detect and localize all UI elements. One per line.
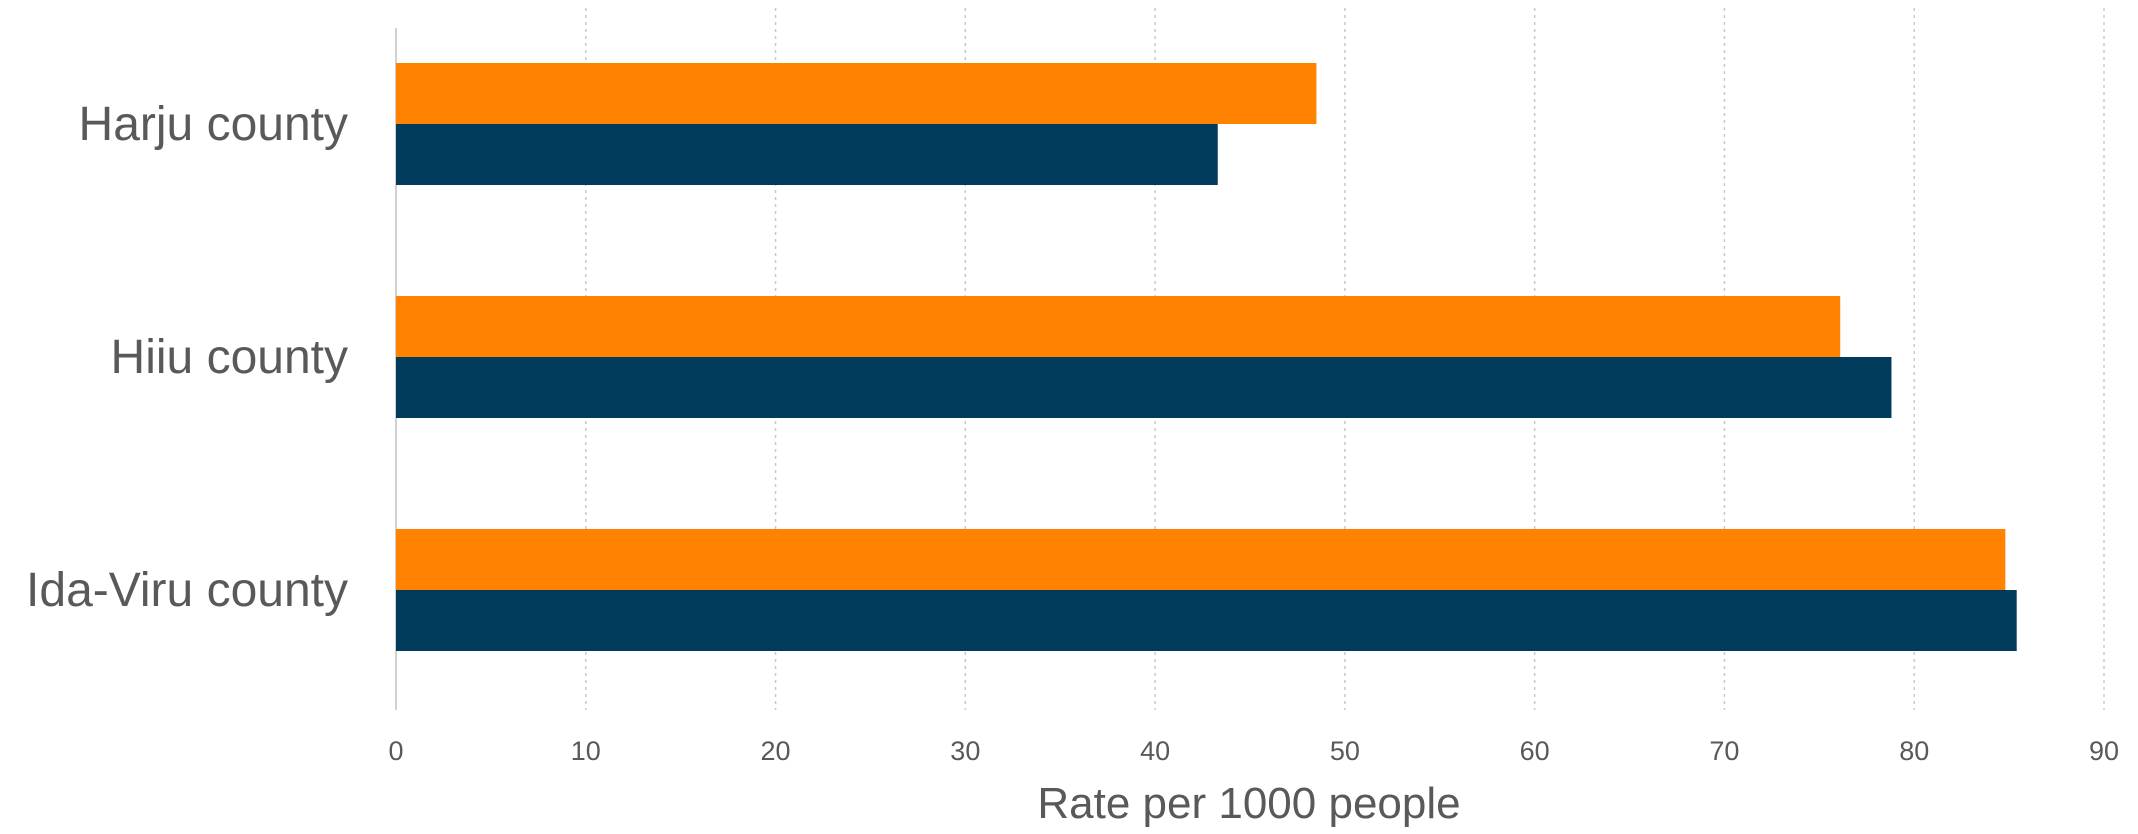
x-tick-label: 90 <box>2089 736 2119 766</box>
bar-series-2-hiiu-county <box>396 357 1892 418</box>
x-tick-label: 70 <box>1709 736 1739 766</box>
x-tick-label: 20 <box>761 736 791 766</box>
x-tick-label: 30 <box>950 736 980 766</box>
x-axis-title: Rate per 1000 people <box>1037 779 1460 828</box>
x-tick-label: 60 <box>1520 736 1550 766</box>
x-tick-label: 0 <box>388 736 403 766</box>
x-tick-label: 40 <box>1140 736 1170 766</box>
bar-series-1-ida-viru-county <box>396 529 2006 590</box>
x-tick-label: 50 <box>1330 736 1360 766</box>
x-tick-labels: 0 10 20 30 40 50 60 70 80 90 <box>388 736 2119 766</box>
x-tick-label: 10 <box>571 736 601 766</box>
bar-series-2-harju-county <box>396 124 1218 185</box>
category-label: Ida-Viru county <box>26 564 348 617</box>
category-label: Harju county <box>79 98 348 151</box>
bar-series-1-hiiu-county <box>396 296 1841 357</box>
bar-series-2-ida-viru-county <box>396 590 2017 651</box>
bar-series-1-harju-county <box>396 63 1317 124</box>
category-labels: Harju county Hiiu county Ida-Viru county <box>26 98 348 617</box>
category-label: Hiiu county <box>111 331 348 384</box>
x-tick-label: 80 <box>1899 736 1929 766</box>
bars <box>396 63 2017 651</box>
